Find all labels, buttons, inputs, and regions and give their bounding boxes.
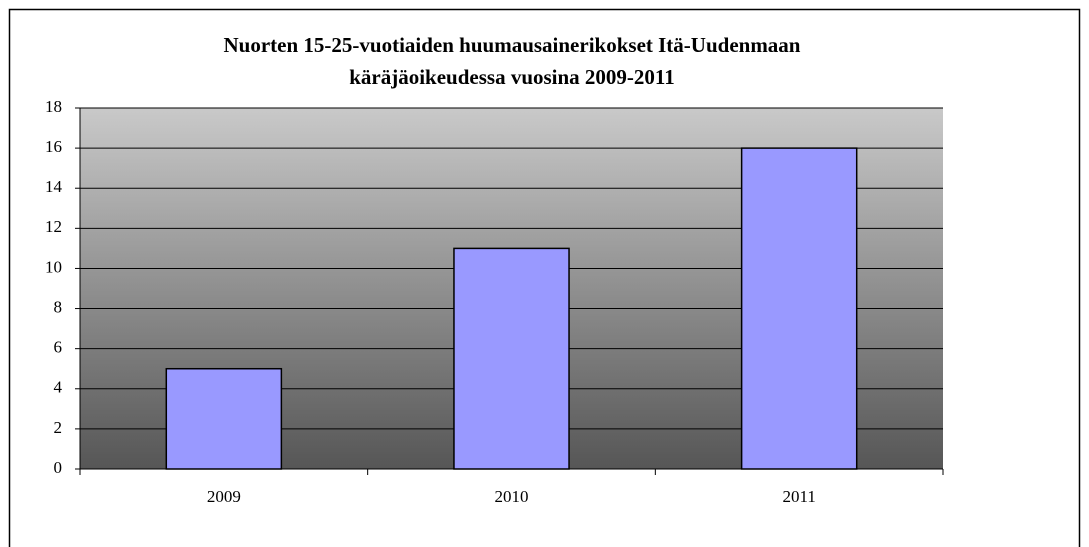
x-tick-label: 2011 [782,487,815,506]
y-tick-label: 6 [54,338,63,357]
y-tick-label: 4 [54,378,63,397]
bar [165,367,283,470]
y-tick-label: 16 [45,137,62,156]
x-tick-label: 2010 [495,487,529,506]
y-tick-label: 2 [54,418,63,437]
y-tick-label: 18 [45,97,62,116]
y-tick-label: 8 [54,297,63,316]
y-tick-label: 0 [54,458,63,477]
y-tick-label: 12 [45,217,62,236]
chart-title: käräjäoikeudessa vuosina 2009-2011 [349,65,675,89]
x-tick-label: 2009 [207,487,241,506]
y-tick-label: 10 [45,257,62,276]
chart-title: Nuorten 15-25-vuotiaiden huumausaineriko… [224,33,801,57]
y-tick-label: 14 [45,177,63,196]
bar [453,247,570,470]
bar [740,147,858,470]
